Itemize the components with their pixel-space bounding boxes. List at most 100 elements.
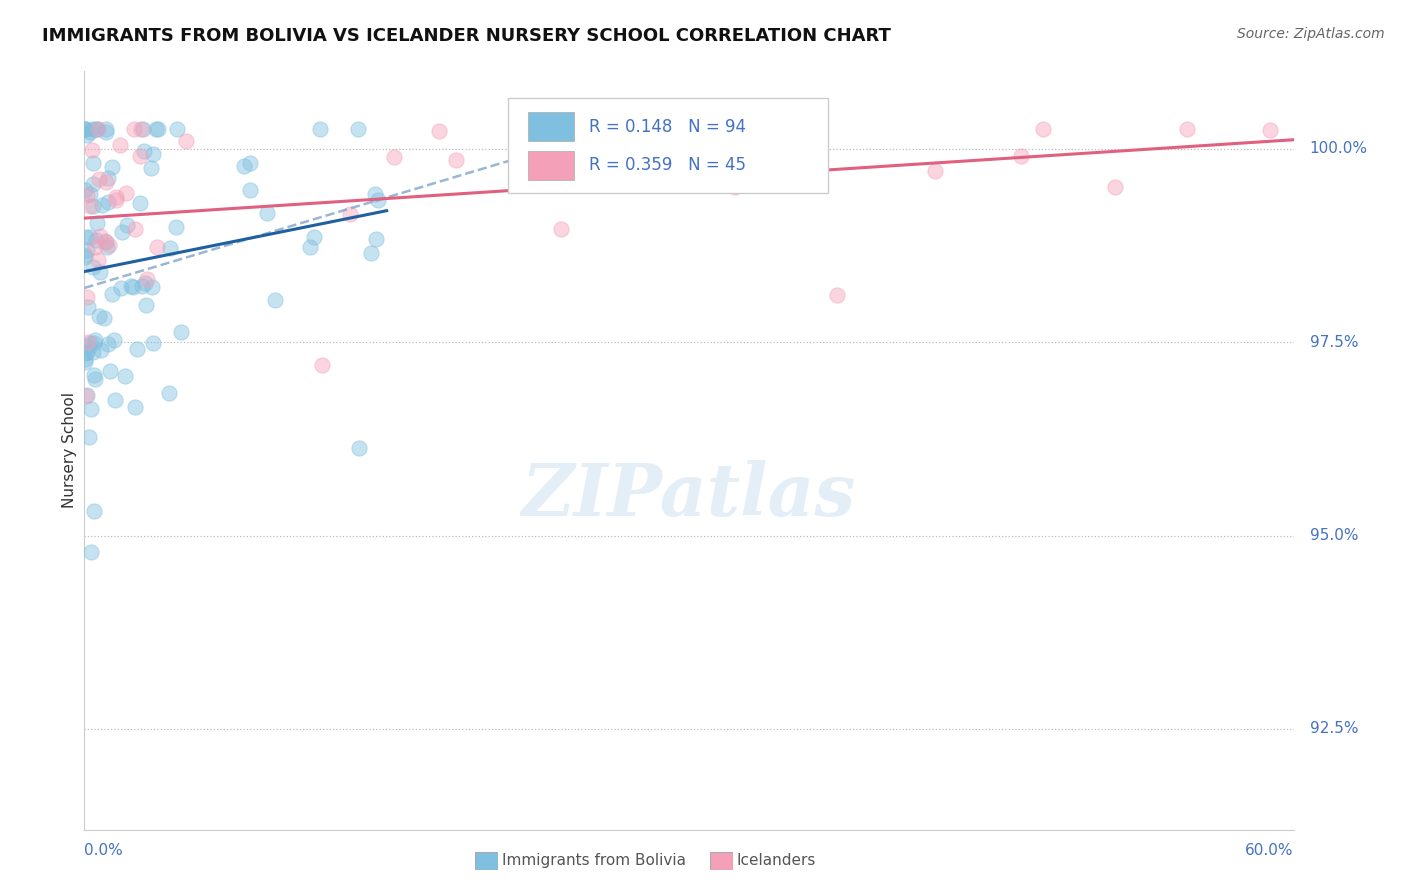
Point [80, 545, 103, 559]
Point [76, 188, 98, 202]
Point [82, 260, 104, 274]
Point [142, 147, 165, 161]
Point [75, 355, 97, 369]
Point [142, 336, 165, 351]
Text: 100.0%: 100.0% [1309, 141, 1368, 156]
Point [298, 240, 321, 254]
Point [145, 122, 167, 136]
Text: 0.0%: 0.0% [84, 844, 124, 858]
Point [110, 281, 132, 295]
Point [86, 122, 108, 136]
Point [104, 193, 127, 207]
Point [79, 229, 101, 244]
Point [83, 335, 105, 350]
Point [97, 195, 120, 210]
Text: R = 0.148   N = 94: R = 0.148 N = 94 [589, 118, 745, 136]
Point [87, 122, 110, 136]
Point [165, 219, 187, 234]
Point [132, 122, 155, 136]
Point [97, 170, 120, 185]
Point [105, 190, 128, 204]
Point [82, 143, 104, 157]
Point [79, 125, 101, 139]
Point [124, 222, 146, 236]
Point [108, 137, 131, 152]
Point [77, 335, 100, 350]
Point [347, 122, 370, 136]
Point [1010, 149, 1032, 163]
Point [101, 160, 124, 174]
Point [367, 193, 389, 207]
Point [239, 183, 262, 197]
Point [79, 186, 101, 201]
Point [641, 159, 664, 173]
Point [166, 122, 188, 136]
Point [360, 245, 382, 260]
Point [630, 122, 652, 136]
Text: ZIPatlas: ZIPatlas [522, 460, 856, 532]
Point [122, 122, 145, 136]
Point [589, 122, 612, 136]
Point [309, 122, 332, 136]
Point [302, 229, 325, 244]
Point [364, 186, 387, 201]
Point [84, 240, 107, 254]
Point [664, 178, 686, 192]
FancyBboxPatch shape [529, 112, 574, 141]
Point [169, 325, 191, 339]
Point [75, 250, 97, 264]
Point [141, 280, 163, 294]
Point [83, 368, 105, 383]
Point [76, 339, 98, 353]
Point [311, 359, 333, 373]
Point [124, 400, 146, 414]
Point [159, 241, 181, 255]
Point [82, 345, 104, 359]
Point [83, 371, 105, 385]
Point [84, 233, 107, 247]
Point [1104, 180, 1126, 194]
Point [80, 401, 103, 416]
Point [76, 290, 98, 304]
FancyBboxPatch shape [529, 151, 574, 180]
Point [96, 174, 118, 188]
Point [134, 276, 156, 290]
Point [129, 195, 152, 210]
Point [75, 247, 97, 261]
Point [75, 389, 97, 403]
Point [82, 177, 104, 191]
Point [382, 150, 405, 164]
Point [75, 352, 97, 367]
Point [82, 156, 104, 170]
Point [114, 186, 136, 200]
Point [75, 122, 97, 136]
Point [75, 229, 97, 244]
Point [135, 272, 157, 286]
Point [97, 238, 120, 252]
Point [90, 343, 112, 358]
Point [79, 430, 101, 444]
Point [110, 225, 132, 239]
Text: 97.5%: 97.5% [1309, 334, 1358, 350]
Point [139, 161, 162, 176]
Point [238, 156, 260, 170]
Point [84, 334, 107, 348]
Point [77, 301, 100, 315]
Point [1177, 122, 1199, 136]
Point [84, 122, 107, 136]
Point [427, 124, 450, 138]
Point [83, 504, 105, 518]
Point [97, 336, 120, 351]
Point [89, 309, 111, 323]
Point [129, 122, 152, 136]
Point [924, 163, 946, 178]
Point [115, 218, 138, 232]
Point [75, 183, 97, 197]
Text: IMMIGRANTS FROM BOLIVIA VS ICELANDER NURSERY SCHOOL CORRELATION CHART: IMMIGRANTS FROM BOLIVIA VS ICELANDER NUR… [42, 27, 891, 45]
Point [104, 392, 127, 407]
Point [86, 216, 108, 230]
Point [94, 125, 117, 139]
Point [146, 240, 169, 254]
Point [347, 441, 370, 455]
Point [82, 199, 104, 213]
